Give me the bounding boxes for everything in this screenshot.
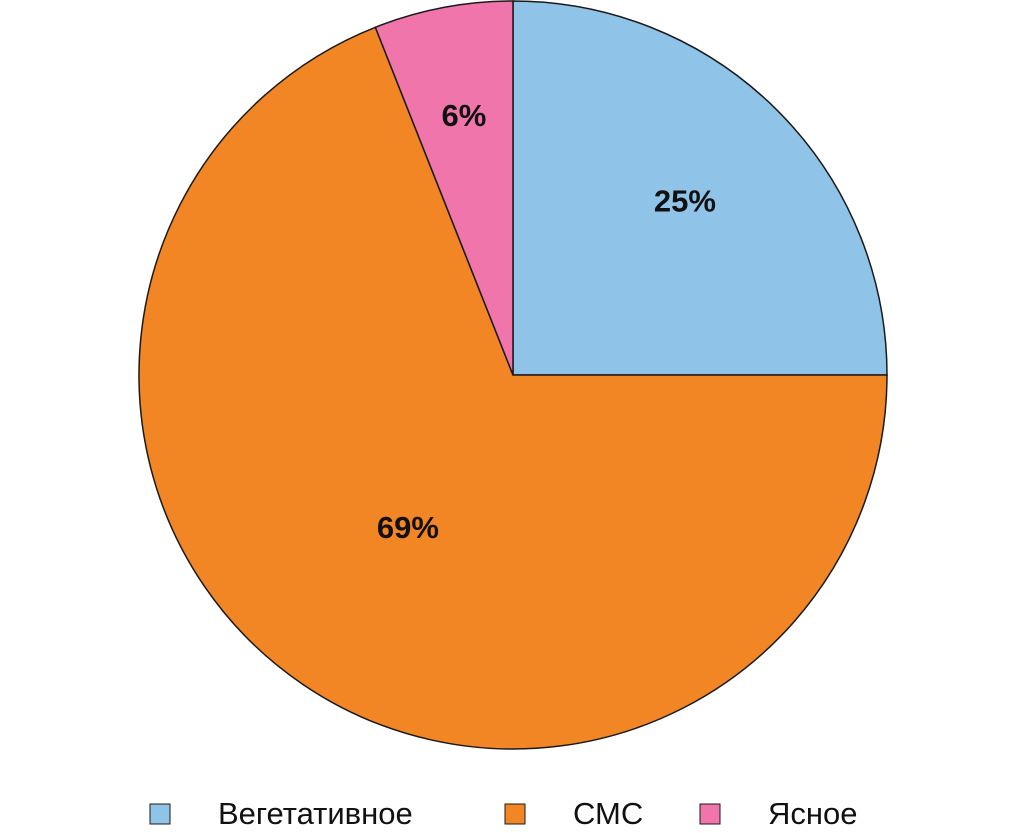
value-label: 6% xyxy=(442,98,487,133)
legend-label: СМС xyxy=(573,796,643,831)
pie-slice xyxy=(374,0,514,376)
legend-swatch xyxy=(149,803,171,825)
value-label: 69% xyxy=(377,510,439,545)
value-label: 25% xyxy=(654,183,716,218)
legend-label: Ясное xyxy=(768,796,858,831)
pie-slice xyxy=(138,26,888,750)
legend-swatch xyxy=(504,803,526,825)
legend-swatch xyxy=(699,803,721,825)
legend-label: Вегетативное xyxy=(218,796,413,831)
pie-slice xyxy=(512,0,888,376)
